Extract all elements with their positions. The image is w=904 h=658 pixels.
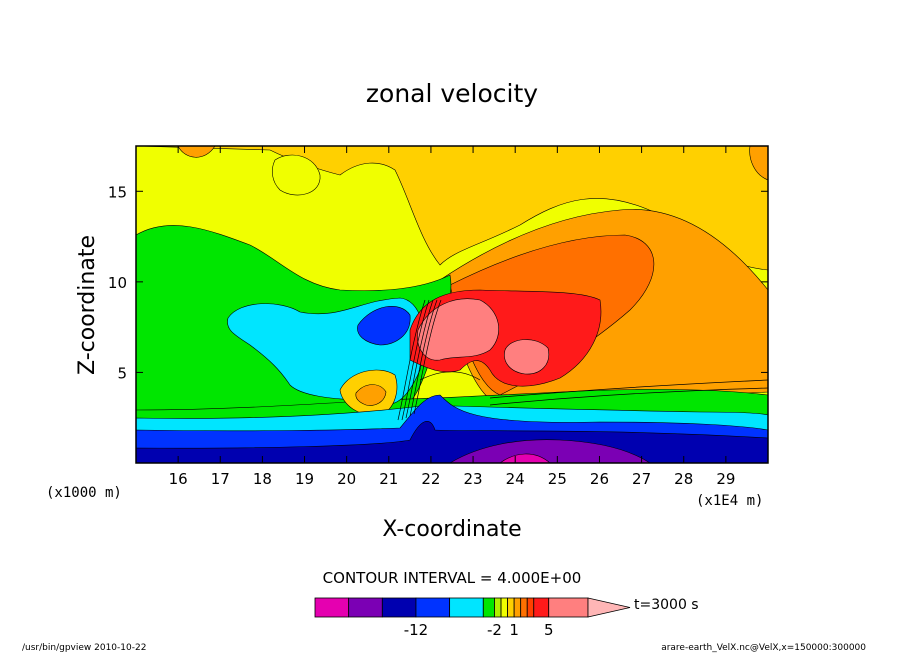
colorbar-segment: [494, 597, 502, 618]
region-purple-bottom: [449, 439, 651, 463]
colorbar-segment: [533, 597, 550, 618]
contour-interval-text: CONTOUR INTERVAL = 4.000E+00: [323, 569, 582, 587]
y-tick-label: 5: [117, 364, 127, 382]
plot-frame: [135, 145, 769, 464]
x-tick-label: 29: [716, 470, 735, 488]
colorbar-segment: [449, 597, 484, 618]
colorbar-segment: [548, 597, 589, 618]
chart-title: zonal velocity: [366, 79, 538, 108]
y-tick-label: 10: [108, 274, 127, 292]
x-tick-label: 25: [548, 470, 567, 488]
x-axis-title: X-coordinate: [382, 517, 521, 542]
colorbar-segment: [526, 597, 535, 618]
colorbar-segment: [513, 597, 522, 618]
colorbar-segment: [381, 597, 417, 618]
region-corner-orange-right: [749, 146, 768, 181]
region-blue-core: [357, 306, 411, 346]
region-pink-core-small: [504, 339, 550, 375]
colorbar-segment: [507, 597, 515, 618]
y-axis: 5 10 15: [108, 183, 768, 382]
y-axis-title: Z-coordinate: [75, 235, 100, 375]
y-units-label: (x1000 m): [46, 485, 122, 501]
colorbar-tick-label: 1: [509, 621, 519, 639]
x-tick-label: 22: [421, 470, 440, 488]
x-tick-label: 21: [379, 470, 398, 488]
x-tick-label: 20: [337, 470, 356, 488]
colorbar-segment: [348, 597, 383, 618]
x-units-label: (x1E4 m): [696, 493, 763, 509]
x-tick-label: 18: [253, 470, 272, 488]
colorbar-segment: [314, 597, 350, 618]
region-yellow-patch: [271, 154, 321, 196]
x-tick-label: 26: [590, 470, 609, 488]
x-tick-label: 24: [506, 470, 525, 488]
colorbar-segment: [415, 597, 451, 618]
colorbar-extension: [587, 597, 631, 618]
region-orange-spot: [355, 384, 387, 406]
contour-field: [136, 146, 768, 463]
x-tick-label: 23: [464, 470, 483, 488]
x-tick-label: 28: [674, 470, 693, 488]
x-tick-label: 16: [169, 470, 188, 488]
colorbar-segment: [482, 597, 495, 618]
region-pink-core: [417, 298, 499, 361]
x-tick-label: 27: [632, 470, 651, 488]
colorbar-segment: [520, 597, 528, 618]
colorbar: -12 -2 1 5: [314, 597, 631, 639]
time-label: t=3000 s: [634, 597, 699, 613]
x-axis: 16 17 18 19 20 21 22 23 24 25 26 27 28 29: [169, 146, 735, 488]
footer-right: arare-earth_VelX.nc@VelX,x=150000:300000: [661, 643, 866, 653]
colorbar-tick-label: -2: [487, 621, 502, 639]
colorbar-tick-label: -12: [404, 621, 429, 639]
y-tick-label: 15: [108, 183, 127, 201]
colorbar-segment: [500, 597, 508, 618]
footer-left: /usr/bin/gpview 2010-10-22: [22, 643, 146, 653]
colorbar-tick-label: 5: [544, 621, 554, 639]
x-tick-label: 19: [295, 470, 314, 488]
tight-contour-lines: [397, 299, 768, 421]
x-tick-label: 17: [211, 470, 230, 488]
